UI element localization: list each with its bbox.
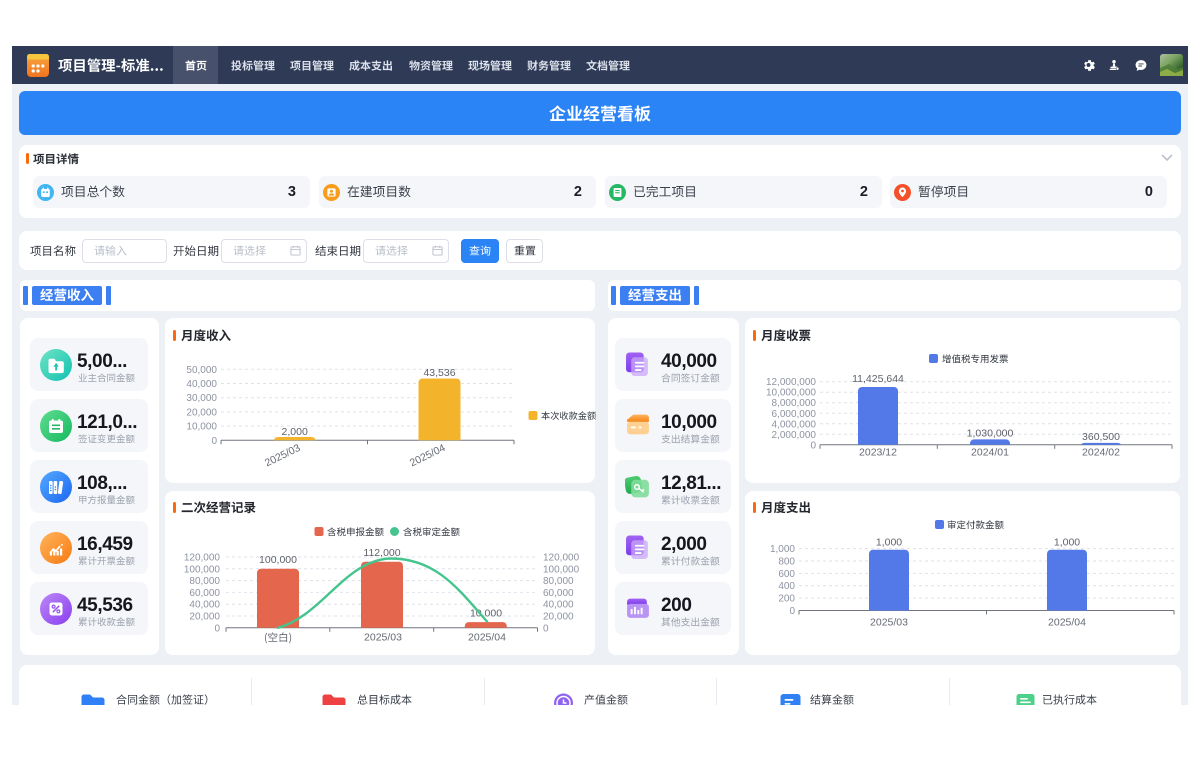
svg-text:100,000: 100,000 bbox=[184, 564, 221, 575]
svg-text:2024/02: 2024/02 bbox=[1082, 447, 1120, 459]
svg-text:2023/12: 2023/12 bbox=[859, 447, 897, 459]
svg-text:100,000: 100,000 bbox=[259, 554, 297, 566]
svg-text:20,000: 20,000 bbox=[543, 612, 574, 623]
svg-text:1,000: 1,000 bbox=[770, 544, 795, 555]
svg-text:0: 0 bbox=[543, 623, 549, 634]
svg-text:40,000: 40,000 bbox=[189, 600, 220, 611]
svg-text:1,030,000: 1,030,000 bbox=[967, 428, 1014, 440]
svg-text:2025/03: 2025/03 bbox=[263, 442, 303, 469]
svg-text:80,000: 80,000 bbox=[543, 576, 574, 587]
svg-text:0: 0 bbox=[214, 623, 220, 634]
svg-text:2025/04: 2025/04 bbox=[468, 632, 506, 644]
svg-text:2025/03: 2025/03 bbox=[870, 617, 908, 629]
svg-text:120,000: 120,000 bbox=[184, 553, 221, 564]
svg-text:100,000: 100,000 bbox=[543, 564, 580, 575]
svg-text:50,000: 50,000 bbox=[186, 365, 217, 376]
svg-text:2025/04: 2025/04 bbox=[1048, 617, 1086, 629]
svg-text:800: 800 bbox=[778, 557, 795, 568]
svg-text:2,000,000: 2,000,000 bbox=[772, 430, 817, 441]
svg-text:0: 0 bbox=[789, 606, 795, 617]
svg-text:20,000: 20,000 bbox=[186, 407, 217, 418]
svg-text:1,000: 1,000 bbox=[876, 536, 902, 548]
svg-text:1,000: 1,000 bbox=[1054, 536, 1080, 548]
svg-text:112,000: 112,000 bbox=[363, 547, 400, 559]
svg-text:80,000: 80,000 bbox=[189, 576, 220, 587]
svg-text:43,536: 43,536 bbox=[423, 367, 455, 379]
svg-text:30,000: 30,000 bbox=[186, 393, 217, 404]
svg-text:40,000: 40,000 bbox=[186, 379, 217, 390]
svg-text:10,000,000: 10,000,000 bbox=[766, 388, 816, 399]
svg-text:40,000: 40,000 bbox=[543, 600, 574, 611]
svg-text:6,000,000: 6,000,000 bbox=[772, 409, 817, 420]
svg-text:2,000: 2,000 bbox=[282, 426, 308, 438]
svg-text:2025/04: 2025/04 bbox=[408, 442, 448, 469]
svg-text:11,425,644: 11,425,644 bbox=[852, 373, 904, 385]
svg-text:60,000: 60,000 bbox=[189, 588, 220, 599]
svg-text:12,000,000: 12,000,000 bbox=[766, 377, 816, 388]
svg-text:0: 0 bbox=[211, 436, 217, 447]
svg-text:4,000,000: 4,000,000 bbox=[772, 419, 817, 430]
svg-text:10,000: 10,000 bbox=[186, 422, 217, 433]
svg-text:60,000: 60,000 bbox=[543, 588, 574, 599]
svg-text:200: 200 bbox=[778, 594, 795, 605]
svg-text:2025/03: 2025/03 bbox=[364, 632, 402, 644]
svg-text:2024/01: 2024/01 bbox=[971, 447, 1009, 459]
svg-text:0: 0 bbox=[810, 440, 816, 451]
svg-text:8,000,000: 8,000,000 bbox=[772, 398, 817, 409]
svg-text:400: 400 bbox=[778, 581, 795, 592]
svg-text:20,000: 20,000 bbox=[189, 612, 220, 623]
svg-text:600: 600 bbox=[778, 569, 795, 580]
svg-text:120,000: 120,000 bbox=[543, 553, 580, 564]
svg-text:360,500: 360,500 bbox=[1082, 431, 1120, 443]
